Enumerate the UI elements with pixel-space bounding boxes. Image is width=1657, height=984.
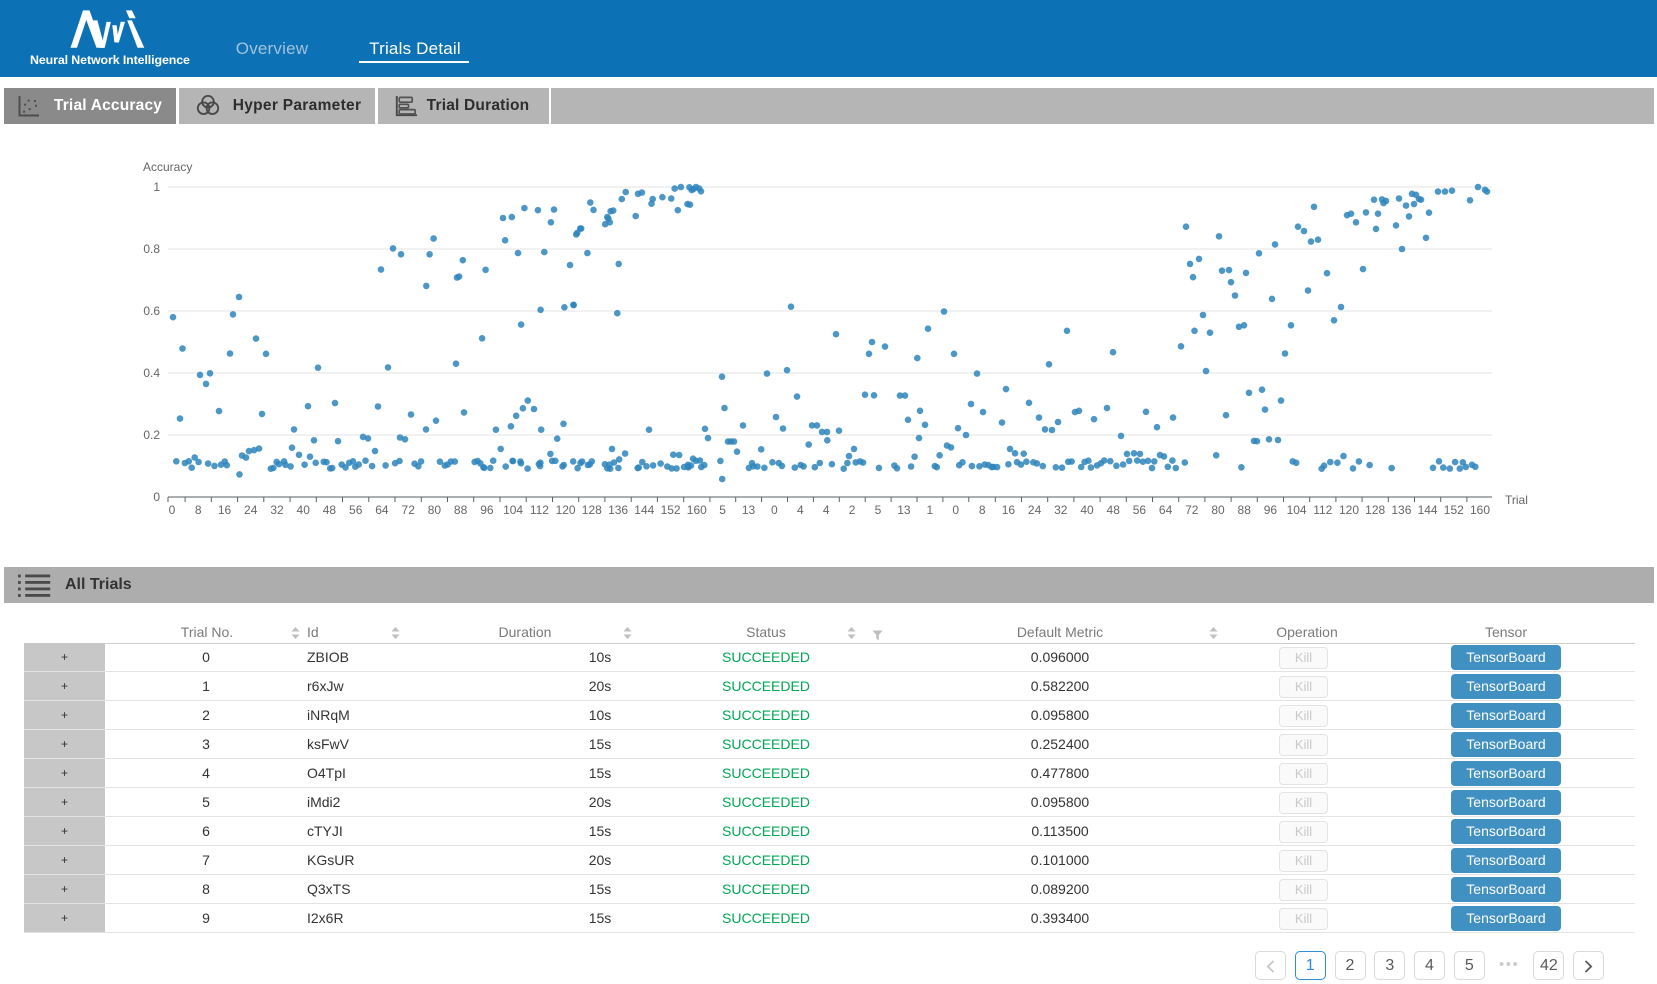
svg-text:13: 13 — [742, 503, 756, 517]
svg-text:136: 136 — [608, 503, 628, 517]
svg-text:96: 96 — [1264, 503, 1278, 517]
svg-text:0.8: 0.8 — [143, 242, 160, 256]
svg-text:16: 16 — [218, 503, 232, 517]
svg-text:24: 24 — [244, 503, 258, 517]
svg-text:40: 40 — [297, 503, 311, 517]
svg-text:80: 80 — [428, 503, 442, 517]
svg-text:48: 48 — [1107, 503, 1121, 517]
svg-text:152: 152 — [661, 503, 681, 517]
svg-text:8: 8 — [195, 503, 202, 517]
svg-text:32: 32 — [270, 503, 284, 517]
svg-text:144: 144 — [1418, 503, 1438, 517]
svg-text:56: 56 — [349, 503, 363, 517]
svg-text:56: 56 — [1133, 503, 1147, 517]
svg-text:144: 144 — [634, 503, 654, 517]
svg-text:80: 80 — [1211, 503, 1225, 517]
svg-text:120: 120 — [556, 503, 576, 517]
svg-text:1: 1 — [926, 503, 933, 517]
svg-text:1: 1 — [153, 180, 160, 194]
svg-text:0: 0 — [169, 503, 176, 517]
svg-text:0: 0 — [153, 490, 160, 504]
svg-text:152: 152 — [1444, 503, 1464, 517]
svg-text:5: 5 — [719, 503, 726, 517]
svg-text:88: 88 — [1238, 503, 1252, 517]
svg-text:0.2: 0.2 — [143, 428, 160, 442]
svg-text:0: 0 — [771, 503, 778, 517]
svg-text:128: 128 — [582, 503, 602, 517]
svg-text:96: 96 — [480, 503, 494, 517]
svg-text:13: 13 — [897, 503, 911, 517]
svg-text:64: 64 — [375, 503, 389, 517]
svg-text:160: 160 — [687, 503, 707, 517]
svg-text:104: 104 — [503, 503, 523, 517]
svg-text:Accuracy: Accuracy — [143, 160, 192, 174]
svg-text:4: 4 — [823, 503, 830, 517]
svg-text:40: 40 — [1080, 503, 1094, 517]
svg-text:2: 2 — [849, 503, 856, 517]
svg-text:72: 72 — [402, 503, 416, 517]
svg-text:24: 24 — [1028, 503, 1042, 517]
svg-text:120: 120 — [1339, 503, 1359, 517]
svg-text:88: 88 — [454, 503, 468, 517]
svg-text:128: 128 — [1365, 503, 1385, 517]
svg-text:64: 64 — [1159, 503, 1173, 517]
svg-text:104: 104 — [1287, 503, 1307, 517]
svg-text:112: 112 — [530, 503, 549, 517]
svg-text:5: 5 — [875, 503, 882, 517]
svg-text:112: 112 — [1313, 503, 1332, 517]
svg-text:0: 0 — [952, 503, 959, 517]
svg-text:8: 8 — [979, 503, 986, 517]
svg-text:136: 136 — [1391, 503, 1411, 517]
svg-text:0.6: 0.6 — [143, 304, 160, 318]
svg-text:32: 32 — [1054, 503, 1068, 517]
svg-text:4: 4 — [797, 503, 804, 517]
svg-text:0.4: 0.4 — [143, 366, 160, 380]
svg-text:160: 160 — [1470, 503, 1490, 517]
svg-text:16: 16 — [1002, 503, 1016, 517]
svg-text:Trial: Trial — [1505, 493, 1528, 507]
svg-text:72: 72 — [1185, 503, 1199, 517]
svg-text:48: 48 — [323, 503, 337, 517]
